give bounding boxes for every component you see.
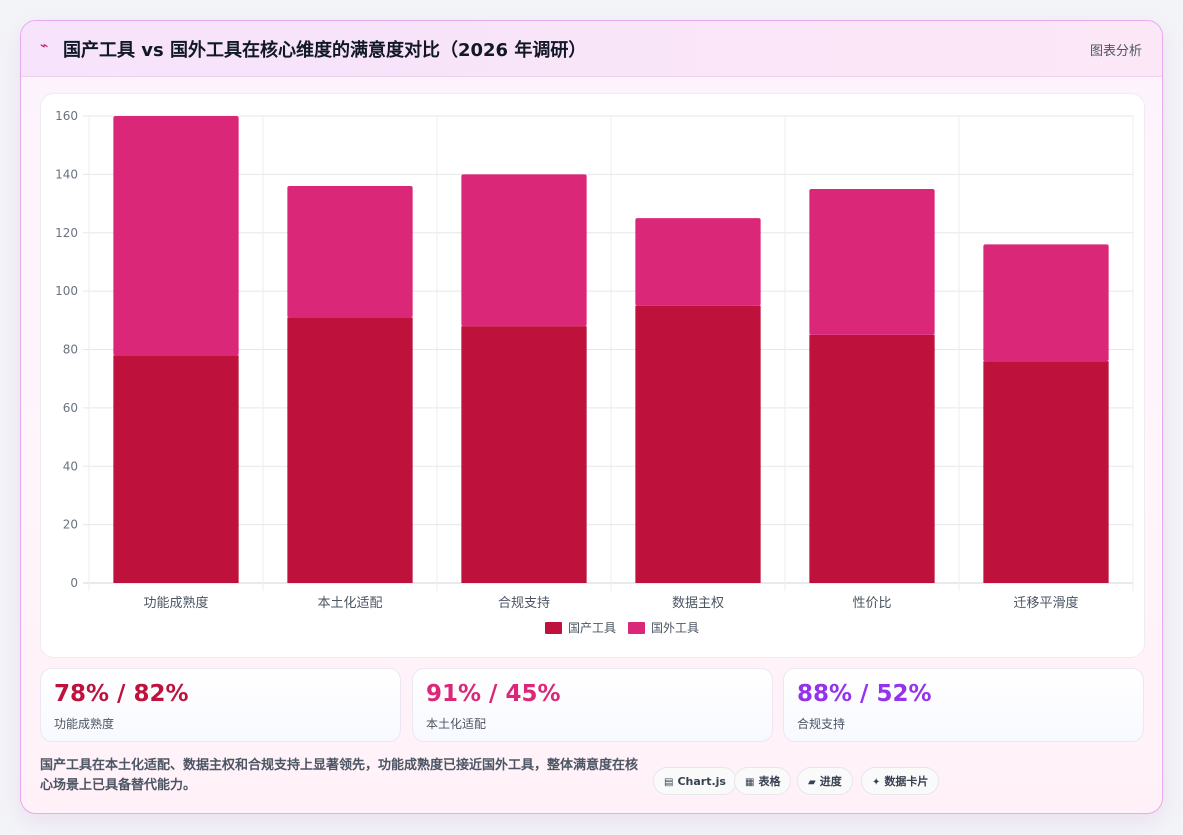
table-icon: ▦ [745, 777, 755, 788]
legend-label: 国产工具 [568, 621, 616, 635]
x-tick-label: 本土化适配 [317, 596, 382, 611]
bar-domestic [809, 334, 935, 583]
y-tick-label: 120 [55, 226, 78, 240]
chart-card: ⌁ 国产工具 vs 国外工具在核心维度的满意度对比（2026 年调研） 图表分析… [20, 20, 1163, 814]
bar-foreign [287, 186, 413, 318]
bar-foreign [113, 116, 239, 356]
chart-icon: ▤ [664, 777, 674, 788]
y-tick-label: 100 [55, 284, 78, 298]
tag-label: 数据卡片 [884, 775, 929, 788]
sparkle-icon: ✦ [872, 777, 881, 788]
tag-label: 表格 [758, 775, 781, 788]
progress-icon: ▰ [808, 777, 816, 788]
bar-foreign [461, 174, 587, 327]
tag-label: Chart.js [677, 775, 726, 788]
legend-label: 国外工具 [651, 621, 699, 635]
kpi-card-localization: 91% / 45% 本土化适配 [412, 668, 773, 742]
kpi-value: 88% / 52% [797, 681, 932, 707]
x-tick-label: 合规支持 [498, 596, 550, 611]
bar-domestic [113, 355, 239, 583]
chart-title: 国产工具 vs 国外工具在核心维度的满意度对比（2026 年调研） [63, 40, 587, 61]
legend-swatch [628, 622, 645, 634]
kpi-card-compliance: 88% / 52% 合规支持 [783, 668, 1144, 742]
y-tick-label: 40 [63, 459, 78, 473]
x-tick-label: 功能成熟度 [143, 595, 208, 611]
tag-progress[interactable]: ▰ 进度 [797, 767, 853, 795]
bar-domestic [983, 361, 1109, 583]
x-tick-label: 数据主权 [672, 595, 724, 611]
bar-foreign [809, 188, 935, 335]
chart-analysis-link[interactable]: 图表分析 [1089, 44, 1142, 59]
kpi-value: 78% / 82% [54, 681, 189, 707]
kpi-label: 本土化适配 [426, 717, 487, 731]
bar-foreign [983, 244, 1109, 362]
bar-domestic [287, 317, 413, 583]
card-header: ⌁ 国产工具 vs 国外工具在核心维度的满意度对比（2026 年调研） 图表分析 [21, 21, 1162, 77]
tag-table[interactable]: ▦ 表格 [734, 767, 792, 795]
bar-domestic [461, 326, 587, 583]
legend-swatch [545, 622, 562, 634]
tag-label: 进度 [819, 775, 842, 788]
kpi-label: 合规支持 [797, 717, 846, 731]
chart-container: 0 20 40 60 80 100 120 140 160 功能成熟度 本土化适配 合规支持 数据主权 性… [40, 93, 1145, 658]
x-tick-label: 迁移平滑度 [1013, 595, 1078, 611]
tag-chartjs[interactable]: ▤ Chart.js [653, 767, 737, 795]
chart-line-icon: ⌁ [40, 38, 49, 54]
y-tick-label: 80 [63, 343, 78, 357]
tag-data-card[interactable]: ✦ 数据卡片 [861, 767, 940, 795]
y-tick-label: 60 [63, 401, 78, 415]
y-tick-label: 140 [55, 167, 78, 181]
kpi-label: 功能成熟度 [54, 717, 115, 731]
stacked-bar-chart: 0 20 40 60 80 100 120 140 160 功能成熟度 本土化适配 合规支持 数据主权 性… [55, 109, 1134, 635]
bar-foreign [635, 218, 761, 306]
kpi-card-functional-maturity: 78% / 82% 功能成熟度 [40, 668, 401, 742]
kpi-value: 91% / 45% [426, 681, 561, 707]
bar-domestic [635, 305, 761, 583]
y-tick-label: 20 [63, 518, 78, 532]
summary-text: 国产工具在本土化适配、数据主权和合规支持上显著领先，功能成熟度已接近国外工具，整… [40, 758, 639, 793]
y-tick-label: 160 [55, 109, 78, 123]
x-tick-label: 性价比 [852, 596, 891, 611]
y-tick-label: 0 [70, 576, 78, 590]
